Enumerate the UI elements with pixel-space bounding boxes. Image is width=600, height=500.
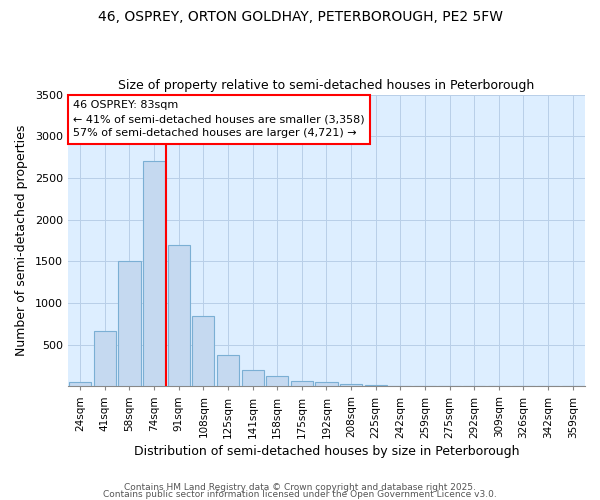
Y-axis label: Number of semi-detached properties: Number of semi-detached properties (15, 125, 28, 356)
Bar (167, 244, 190, 386)
Title: Size of property relative to semi-detached houses in Peterborough: Size of property relative to semi-detach… (118, 79, 535, 92)
Text: Contains HM Land Registry data © Crown copyright and database right 2025.: Contains HM Land Registry data © Crown c… (124, 484, 476, 492)
Text: Contains public sector information licensed under the Open Government Licence v3: Contains public sector information licen… (103, 490, 497, 499)
Bar (217, 355, 239, 386)
Bar (242, 370, 263, 386)
Bar (266, 376, 289, 386)
Bar (94, 330, 116, 386)
X-axis label: Distribution of semi-detached houses by size in Peterborough: Distribution of semi-detached houses by … (134, 444, 519, 458)
Bar (291, 381, 313, 386)
Bar (340, 384, 362, 386)
Bar (365, 384, 387, 386)
Text: 46, OSPREY, ORTON GOLDHAY, PETERBOROUGH, PE2 5FW: 46, OSPREY, ORTON GOLDHAY, PETERBOROUGH,… (97, 10, 503, 24)
Bar (192, 316, 214, 386)
Bar (143, 162, 165, 386)
Bar (69, 382, 91, 386)
Text: 46 OSPREY: 83sqm
← 41% of semi-detached houses are smaller (3,358)
57% of semi-d: 46 OSPREY: 83sqm ← 41% of semi-detached … (73, 100, 365, 138)
Bar (118, 262, 140, 386)
Bar (316, 382, 338, 386)
